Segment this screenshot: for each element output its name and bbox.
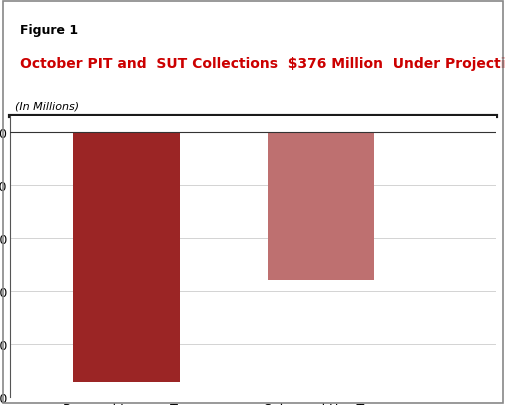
Bar (267, 133, 374, 281)
Text: (In Millions): (In Millions) (15, 101, 79, 111)
Text: Figure 1: Figure 1 (20, 24, 78, 37)
Text: October PIT and  SUT Collections  $376 Million  Under Projections: October PIT and SUT Collections $376 Mil… (20, 57, 505, 71)
Bar (73, 133, 180, 382)
